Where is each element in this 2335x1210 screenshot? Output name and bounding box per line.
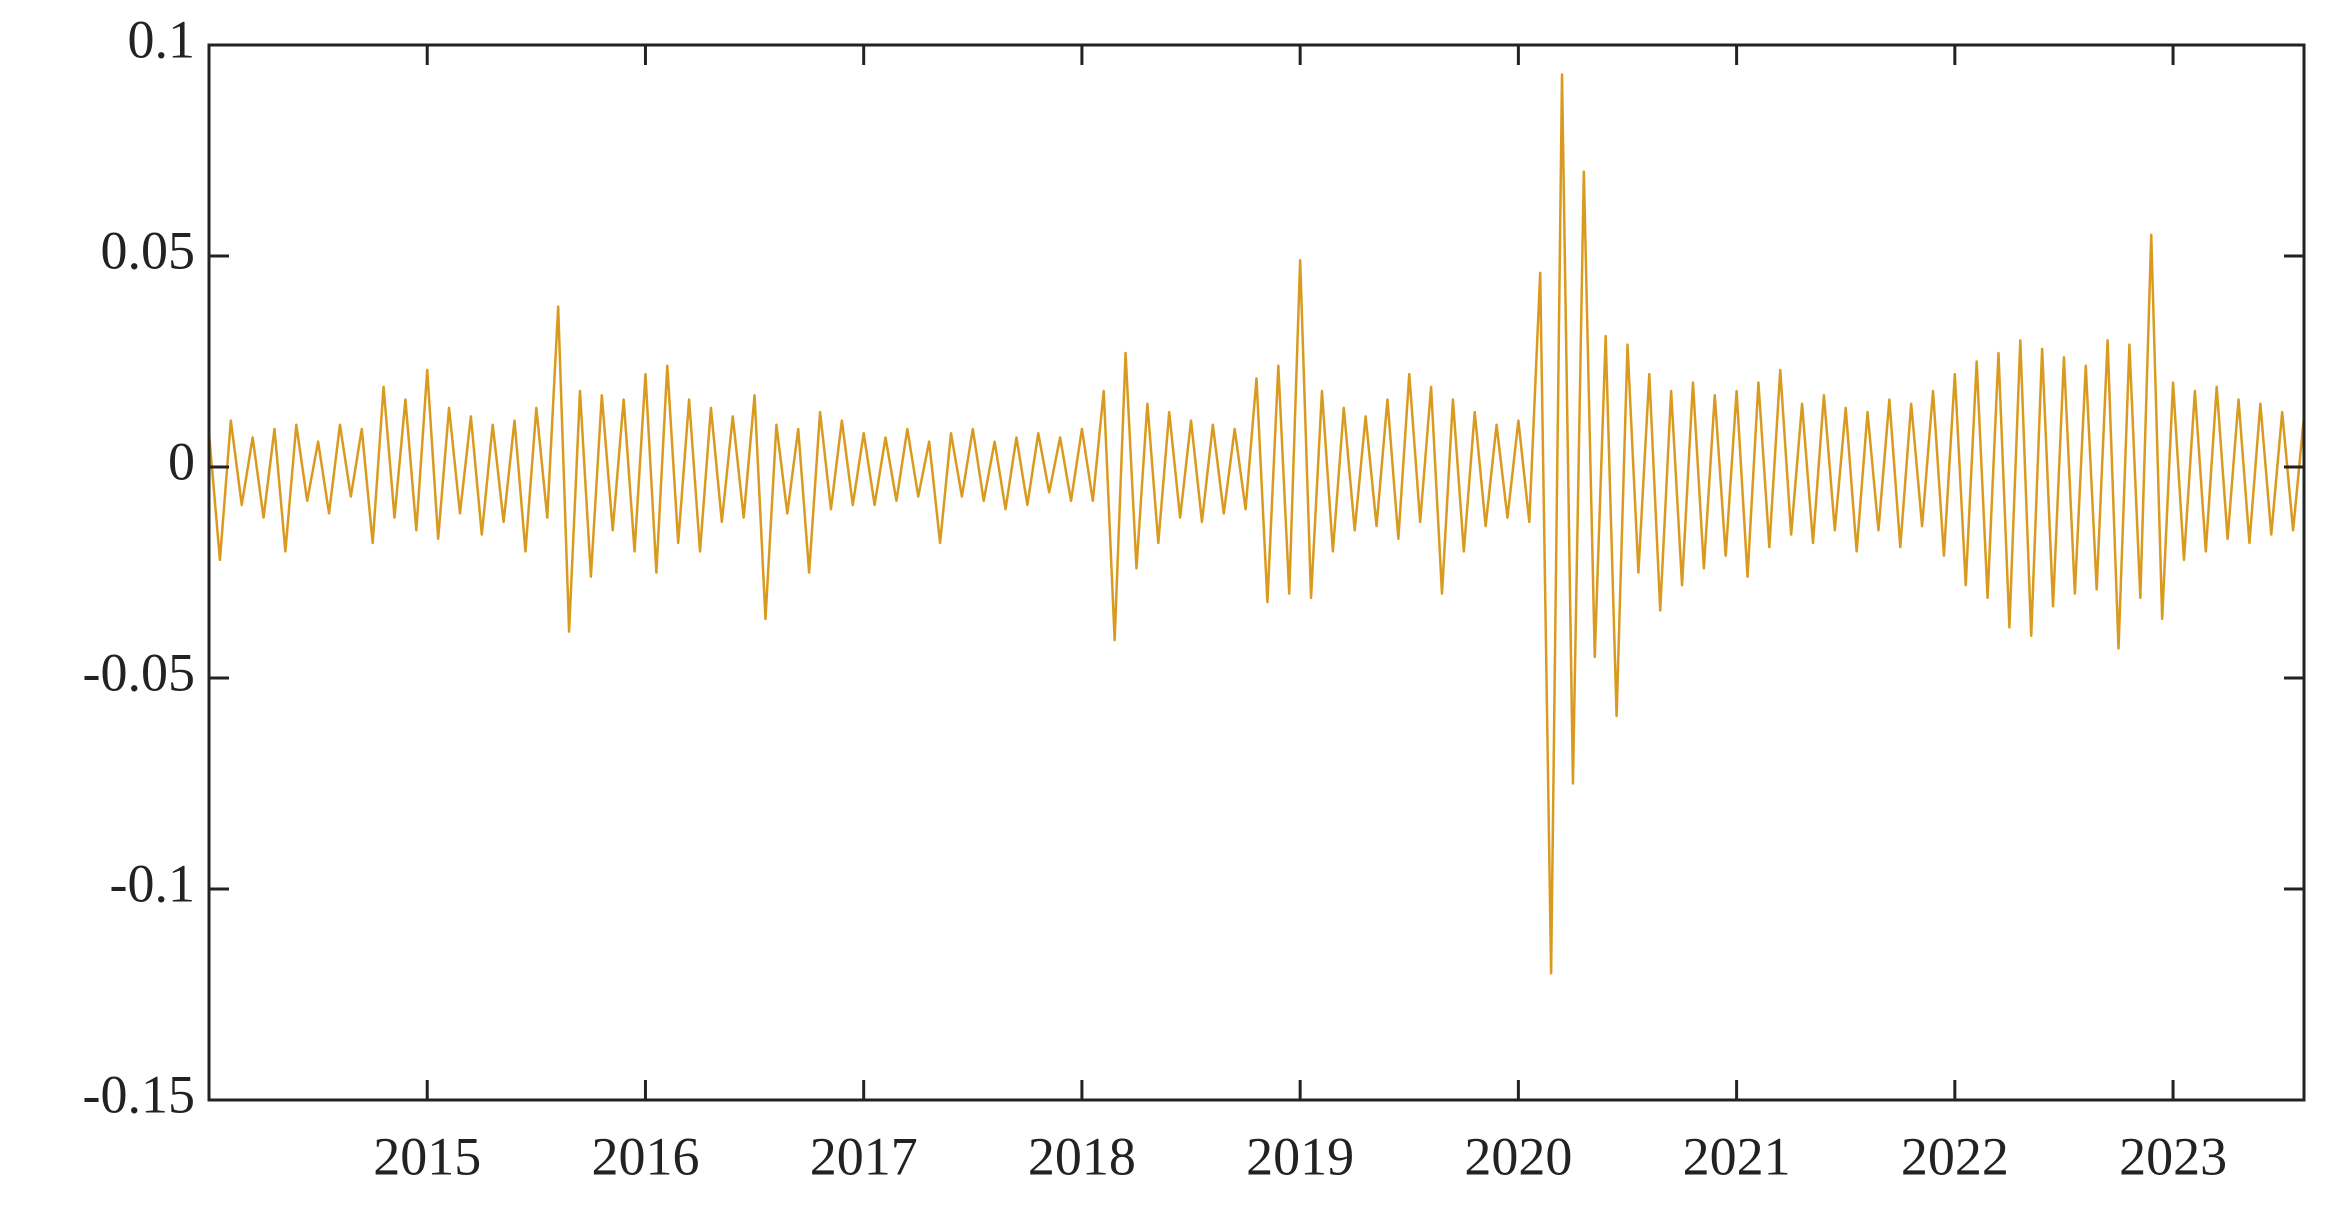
x-tick-label: 2019 bbox=[1246, 1126, 1354, 1186]
plot-frame bbox=[207, 43, 2306, 1102]
x-tick-label: 2015 bbox=[373, 1126, 481, 1186]
y-tick-label: -0.1 bbox=[110, 853, 195, 913]
y-tick-label: -0.15 bbox=[83, 1064, 195, 1124]
x-tick-label: 2016 bbox=[591, 1126, 699, 1186]
data-line bbox=[207, 73, 2306, 975]
y-tick-label: 0.1 bbox=[128, 9, 196, 69]
x-tick-label: 2021 bbox=[1683, 1126, 1791, 1186]
x-tick-label: 2023 bbox=[2119, 1126, 2227, 1186]
x-tick-label: 2017 bbox=[810, 1126, 918, 1186]
y-tick-label: -0.05 bbox=[83, 642, 195, 702]
y-tick-label: 0 bbox=[168, 431, 195, 491]
x-tick-label: 2020 bbox=[1464, 1126, 1572, 1186]
x-tick-label: 2018 bbox=[1028, 1126, 1136, 1186]
y-tick-label: 0.05 bbox=[101, 220, 196, 280]
x-tick-label: 2022 bbox=[1901, 1126, 2009, 1186]
